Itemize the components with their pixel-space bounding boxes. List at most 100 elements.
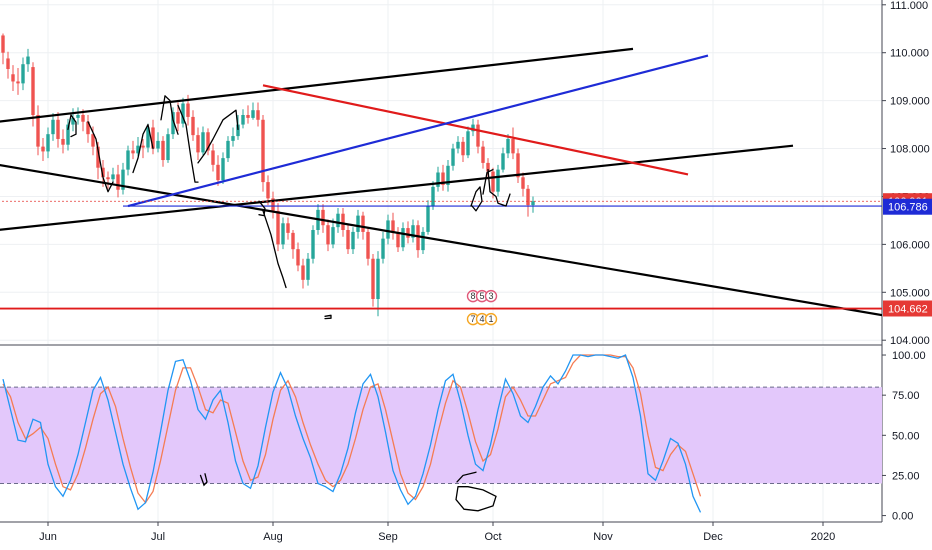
candle-body bbox=[391, 220, 395, 233]
candle bbox=[366, 228, 370, 266]
candle-body bbox=[66, 124, 70, 145]
candle bbox=[61, 129, 65, 154]
doodle-curve bbox=[160, 95, 179, 135]
candle bbox=[346, 224, 350, 254]
candle bbox=[121, 162, 125, 195]
candle bbox=[406, 221, 410, 244]
candle-body bbox=[196, 135, 200, 153]
candle-body bbox=[91, 134, 95, 147]
stochastic-lines bbox=[2, 354, 702, 513]
candle bbox=[296, 242, 300, 272]
candle bbox=[491, 167, 495, 199]
candle-body bbox=[161, 140, 165, 161]
trendline[interactable] bbox=[262, 84, 689, 176]
candle-body bbox=[356, 215, 360, 232]
stochastic-tick-label: 100.00 bbox=[892, 350, 926, 362]
time-tick-label: Dec bbox=[703, 531, 723, 543]
candle-body bbox=[126, 150, 130, 170]
candle-body bbox=[41, 146, 45, 152]
candle bbox=[241, 109, 245, 129]
candle bbox=[6, 51, 10, 79]
candle-body bbox=[166, 134, 170, 161]
price-axis[interactable]: 111.000110.000109.000108.000107.000106.0… bbox=[882, 0, 932, 347]
candle-body bbox=[501, 153, 505, 170]
doodle-curve bbox=[132, 123, 154, 174]
trendline[interactable] bbox=[0, 47, 634, 123]
stochastic-band-fill bbox=[0, 387, 882, 484]
time-tick-label: Jul bbox=[151, 531, 165, 543]
candle bbox=[106, 171, 110, 189]
price-tick-label: 104.000 bbox=[890, 335, 930, 347]
candle bbox=[391, 212, 395, 240]
candle bbox=[356, 209, 360, 239]
time-axis[interactable]: Jun Jul Aug Sep Oct Nov Dec 2020 bbox=[39, 522, 835, 543]
candle-body bbox=[376, 258, 380, 299]
candle-body bbox=[211, 150, 215, 165]
candle bbox=[41, 138, 45, 161]
event-markers[interactable]: 8 5 3 7 4 1 bbox=[466, 289, 498, 326]
candle-body bbox=[516, 153, 520, 178]
candle bbox=[451, 143, 455, 171]
event-marker[interactable]: 3 bbox=[484, 289, 498, 303]
doodle-circle bbox=[455, 486, 497, 512]
candle bbox=[116, 164, 120, 198]
event-marker-label: 7 bbox=[470, 314, 475, 324]
candle-body bbox=[326, 225, 330, 245]
candle bbox=[376, 251, 380, 317]
trendlines[interactable] bbox=[0, 47, 928, 323]
doodle-curve bbox=[482, 168, 494, 195]
candle bbox=[256, 102, 260, 127]
candle bbox=[386, 214, 390, 245]
candle bbox=[446, 160, 450, 192]
candle bbox=[326, 219, 330, 252]
trendline[interactable] bbox=[127, 54, 709, 208]
candle bbox=[201, 126, 205, 156]
trendline[interactable] bbox=[0, 164, 928, 323]
candle-body bbox=[521, 177, 525, 189]
candle bbox=[306, 253, 310, 286]
candle-body bbox=[61, 138, 65, 145]
candle bbox=[11, 65, 15, 92]
candle bbox=[481, 140, 485, 169]
stochastic-axis[interactable]: 100.00 75.00 50.00 25.00 0.00 bbox=[882, 350, 926, 523]
candle bbox=[51, 113, 55, 141]
candle-body bbox=[86, 121, 90, 135]
candle bbox=[311, 225, 315, 264]
doodle-loop bbox=[67, 114, 77, 138]
price-badge-label: 106.786 bbox=[888, 202, 928, 214]
price-tick-label: 105.000 bbox=[890, 287, 930, 299]
candle-body bbox=[396, 232, 400, 248]
candle bbox=[291, 230, 295, 259]
candlestick-series bbox=[1, 33, 535, 317]
stochastic-d-line bbox=[2, 354, 702, 504]
price-tick-label: 106.000 bbox=[890, 239, 930, 251]
candle-body bbox=[246, 115, 250, 118]
candle bbox=[146, 123, 150, 153]
candle bbox=[141, 138, 145, 159]
stochastic-k-line bbox=[2, 354, 702, 513]
candle-body bbox=[471, 124, 475, 132]
candle bbox=[531, 196, 535, 213]
event-marker[interactable]: 1 bbox=[484, 312, 498, 326]
event-marker-label: 4 bbox=[479, 314, 484, 324]
doodle-curve bbox=[456, 471, 477, 483]
candle bbox=[286, 217, 290, 240]
candle bbox=[271, 191, 275, 219]
candle-body bbox=[136, 145, 140, 154]
stochastic-band bbox=[0, 386, 882, 484]
candle bbox=[216, 155, 220, 186]
candle bbox=[506, 134, 510, 159]
candle bbox=[396, 227, 400, 253]
candle-body bbox=[241, 115, 245, 125]
candle-body bbox=[341, 213, 345, 230]
candle-body bbox=[311, 230, 315, 259]
candle-body bbox=[171, 112, 175, 135]
candle-body bbox=[71, 117, 75, 125]
price-tick-label: 108.000 bbox=[890, 144, 930, 156]
candle-body bbox=[446, 165, 450, 185]
candle-body bbox=[336, 213, 340, 228]
candle bbox=[221, 152, 225, 184]
candle bbox=[436, 166, 440, 192]
trendline[interactable] bbox=[0, 144, 794, 231]
